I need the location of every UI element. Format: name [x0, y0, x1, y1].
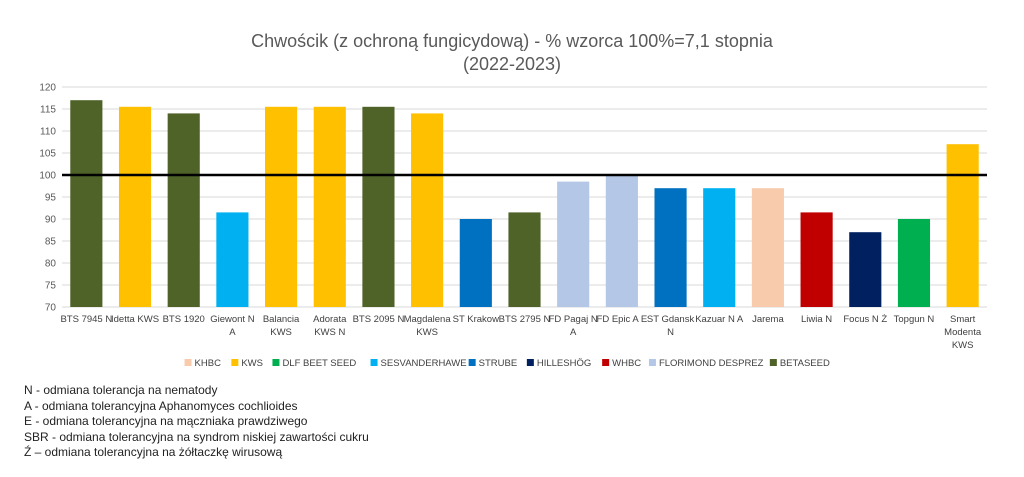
x-tick-label: N [667, 327, 674, 338]
bar [167, 113, 200, 308]
bar [605, 175, 638, 307]
x-tick-label: FD Pagaj N [549, 314, 598, 325]
x-tick-label: Adorata [313, 314, 347, 325]
legend-label: HILLESHÖG [537, 358, 591, 369]
x-tick-label: Idetta KWS [111, 314, 159, 325]
x-tick-label: Giewont N [210, 314, 254, 325]
chart-title: Chwościk (z ochroną fungicydową) - % wzo… [251, 31, 774, 51]
x-tick-label: A [570, 327, 577, 338]
legend-label: KWS [241, 358, 263, 369]
legend-label: SESVANDERHAWE [381, 358, 467, 369]
y-tick-label: 80 [45, 259, 57, 270]
bar [313, 106, 346, 307]
bar [751, 188, 784, 307]
y-tick-label: 70 [45, 303, 57, 314]
bar [508, 212, 541, 307]
x-tick-label: KWS [416, 327, 438, 338]
legend: KHBC KWS DLF BEET SEED SESVANDERHAWE STRUBE H… [184, 358, 830, 369]
legend-label: WHBC [612, 358, 641, 369]
bar [459, 219, 492, 307]
x-tick-label: BTS 7945 N [60, 314, 112, 325]
x-tick-label: ST Krakow [453, 314, 499, 325]
x-tick-label: KWS [952, 340, 974, 351]
y-axis: 70 75 80 85 90 95 100 105 110 115 120 [39, 83, 56, 314]
footnote-a: A - odmiana tolerancyjna Aphanomyces coc… [24, 398, 298, 413]
y-tick-label: 110 [40, 127, 56, 138]
bar [216, 212, 249, 307]
bar [946, 144, 979, 307]
bar [411, 113, 444, 308]
x-tick-label: BTS 1920 [163, 314, 205, 325]
x-tick-label: BTS 2795 N [499, 314, 551, 325]
legend-swatch [184, 359, 192, 366]
x-tick-label: KWS N [314, 327, 345, 338]
legend-swatch [769, 359, 777, 366]
x-tick-label: A [229, 327, 236, 338]
legend-label: FLORIMOND DESPREZ [659, 358, 764, 369]
y-tick-label: 120 [39, 83, 56, 94]
legend-swatch [468, 359, 476, 366]
bar [654, 188, 687, 307]
legend-swatch [272, 359, 280, 366]
y-tick-label: 90 [45, 215, 57, 226]
footnote-sbr: SBR - odmiana tolerancyjna na syndrom ni… [24, 429, 369, 444]
y-tick-label: 105 [39, 149, 56, 160]
y-tick-label: 115 [40, 105, 56, 116]
bars [70, 100, 979, 308]
x-tick-label: BTS 2095 N [353, 314, 405, 325]
y-tick-label: 95 [45, 193, 57, 204]
x-tick-label: Smart [950, 314, 976, 325]
y-tick-label: 85 [45, 237, 57, 248]
bar [849, 232, 882, 307]
bar [265, 106, 298, 307]
x-tick-label: Modenta [944, 327, 982, 338]
bar [703, 188, 736, 307]
x-tick-label: Balancia [263, 314, 300, 325]
x-tick-label: Topgun N [894, 314, 935, 325]
x-tick-label: Jarema [752, 314, 784, 325]
y-tick-label: 100 [39, 171, 56, 182]
footnote-z: Ź – odmiana tolerancyjna na żółtaczkę wi… [24, 445, 283, 460]
x-tick-label: FD Epic A E [597, 314, 648, 325]
legend-swatch [231, 359, 239, 366]
legend-label: KHBC [195, 358, 222, 369]
footnote-n: N - odmiana tolerancja na nematody [24, 383, 218, 397]
footnote-e: E - odmiana tolerancyjna na mączniaka pr… [24, 414, 308, 429]
footnotes: N - odmiana tolerancja na nematody A - o… [24, 383, 369, 461]
bar [897, 219, 931, 307]
x-tick-label: KWS [270, 327, 292, 338]
legend-label: DLF BEET SEED [282, 358, 356, 369]
bar-chart: Chwościk (z ochroną fungicydową) - % wzo… [39, 31, 987, 369]
chart-subtitle: (2022-2023) [463, 54, 561, 74]
legend-swatch [370, 359, 378, 366]
bar [800, 212, 833, 307]
legend-swatch [526, 359, 534, 366]
bar [362, 106, 395, 307]
x-tick-label: Focus N Ż [843, 314, 887, 325]
bar [118, 106, 152, 307]
x-tick-label: Kazuar N A [695, 314, 744, 325]
x-tick-label: Magdalena [404, 314, 452, 325]
legend-label: STRUBE [479, 358, 518, 369]
x-tick-label: Liwia N [801, 314, 832, 325]
bar [70, 100, 103, 307]
legend-label: BETASEED [780, 358, 830, 369]
legend-swatch [602, 359, 610, 366]
legend-swatch [648, 359, 656, 366]
bar [557, 181, 590, 307]
y-tick-label: 75 [45, 281, 57, 292]
x-tick-label: ST Gdansk [647, 314, 695, 325]
